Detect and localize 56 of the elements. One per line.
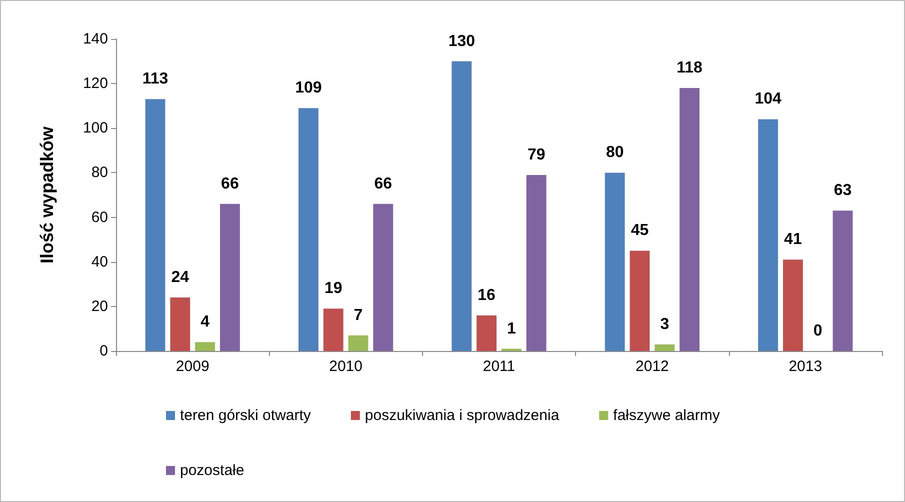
data-label: 19	[324, 280, 342, 298]
y-tick-label: 80	[91, 164, 108, 182]
bar	[170, 298, 190, 351]
data-label: 1	[506, 320, 516, 338]
bar	[220, 204, 240, 351]
bar	[298, 108, 318, 351]
data-label: 66	[374, 175, 392, 192]
data-label: 63	[834, 182, 852, 200]
data-label: 80	[606, 144, 624, 162]
data-label: 66	[221, 175, 239, 192]
x-tick-label: 2011	[482, 358, 516, 375]
bar	[348, 335, 368, 351]
bar	[832, 210, 853, 351]
bar	[654, 344, 675, 351]
data-label: 104	[754, 90, 782, 108]
legend-label: fałszywe alarmy	[613, 407, 720, 424]
bar	[373, 204, 394, 351]
legend-label: poszukiwania i sprowadzenia	[364, 407, 560, 424]
data-label: 118	[676, 60, 703, 77]
y-tick-label: 60	[91, 208, 108, 226]
data-label: 41	[784, 231, 802, 248]
y-tick-label: 140	[82, 30, 108, 48]
bar	[476, 315, 497, 351]
data-label: 109	[295, 80, 322, 97]
bar	[195, 342, 216, 351]
y-tick-label: 120	[82, 75, 108, 92]
legend-label: pozostałe	[180, 462, 244, 479]
y-tick-label: 20	[91, 298, 108, 315]
bar	[758, 119, 778, 351]
bar	[630, 250, 650, 351]
legend-label: teren górski otwarty	[180, 407, 312, 424]
y-tick-label: 0	[100, 342, 108, 360]
x-tick-label: 2010	[329, 358, 362, 375]
bar	[452, 61, 472, 351]
data-label: 130	[448, 32, 476, 50]
bar	[323, 308, 344, 351]
data-label: 45	[630, 222, 649, 240]
bar	[680, 88, 700, 351]
data-label: 3	[660, 316, 670, 333]
x-tick-label: 2013	[788, 358, 822, 375]
data-label: 0	[813, 322, 822, 340]
y-axis-title: Ilość wypadków	[37, 125, 57, 264]
data-label: 16	[478, 286, 496, 304]
data-label: 113	[142, 70, 168, 88]
bar	[526, 174, 546, 351]
x-tick-label: 2009	[176, 358, 210, 375]
data-label: 79	[527, 146, 546, 164]
bar	[782, 260, 803, 351]
y-tick-label: 100	[82, 120, 108, 137]
data-label: 7	[354, 306, 363, 324]
y-tick-label: 40	[91, 253, 108, 270]
x-tick-label: 2012	[636, 358, 669, 375]
data-label: 24	[171, 269, 190, 286]
data-label: 4	[200, 314, 210, 331]
bar	[604, 172, 625, 351]
bar	[145, 99, 166, 351]
